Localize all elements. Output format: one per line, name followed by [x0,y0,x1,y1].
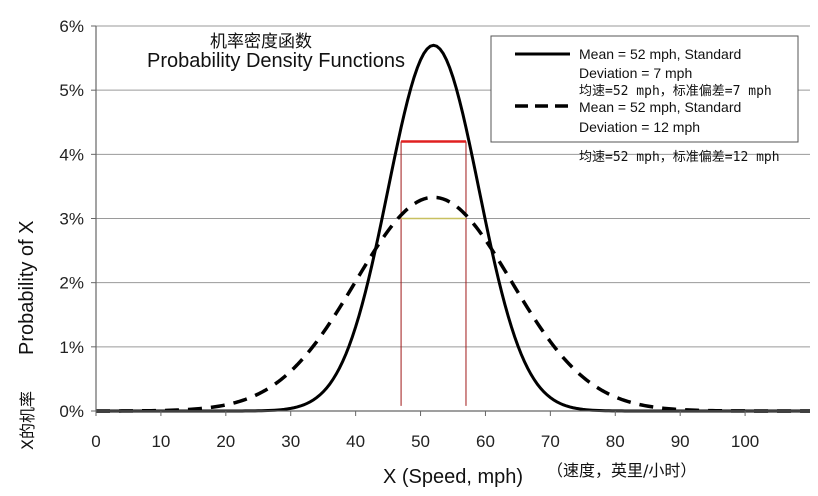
chart-title: Probability Density Functions [147,50,405,72]
legend-label-2-line1: Mean = 52 mph, Standard [579,99,741,115]
x-tick-labels: 0 10 20 30 40 50 60 70 80 90 100 [91,432,759,451]
legend-label-2-line2: Deviation = 12 mph [579,119,700,135]
x-tick-label-3: 30 [281,432,300,451]
x-tick-label-9: 90 [671,432,690,451]
chart-title-cn: 机率密度函数 [210,32,312,52]
y-tick-label-6: 6% [59,17,84,36]
y-tick-label-3: 3% [59,210,84,229]
x-tick-label-0: 0 [91,432,100,451]
x-tick-label-10: 100 [731,432,759,451]
annotations [400,140,467,406]
x-axis-title-cn: （速度，英里/小时） [547,461,696,480]
x-axis-title: X (Speed, mph) [383,466,523,488]
axes [91,25,810,416]
y-tick-label-0: 0% [59,402,84,421]
legend: Mean = 52 mph, Standard Deviation = 7 mp… [490,35,799,165]
legend-label-1-line2: Deviation = 7 mph [579,65,692,81]
y-tick-label-4: 4% [59,145,84,164]
x-tick-label-7: 70 [541,432,560,451]
y-tick-label-2: 2% [59,274,84,293]
x-tick-label-6: 60 [476,432,495,451]
x-tick-label-5: 50 [411,432,430,451]
x-tick-label-2: 20 [216,432,235,451]
y-axis-title-cn: X的机率 [18,391,37,450]
series-line-2 [96,195,810,413]
y-axis-title: Probability of X [16,220,38,355]
y-tick-label-1: 1% [59,338,84,357]
y-tick-label-5: 5% [59,81,84,100]
legend-label-1-line1: Mean = 52 mph, Standard [579,46,741,62]
x-tick-label-8: 80 [606,432,625,451]
legend-label-2-cn: 均速=52 mph，标准偏差=12 mph [579,150,780,165]
y-tick-labels: 0% 1% 2% 3% 4% 5% 6% [59,17,84,421]
x-tick-label-1: 10 [151,432,170,451]
x-tick-label-4: 40 [346,432,365,451]
legend-label-1-cn: 均速=52 mph，标准偏差=7 mph [579,84,772,99]
